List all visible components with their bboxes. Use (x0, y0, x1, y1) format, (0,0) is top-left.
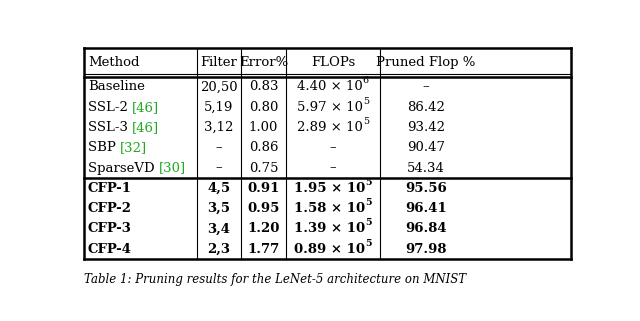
Text: 5.97 × 10: 5.97 × 10 (297, 101, 363, 114)
Text: 90.47: 90.47 (407, 141, 445, 154)
Text: SSL-3: SSL-3 (88, 121, 132, 134)
Text: 1.77: 1.77 (248, 243, 280, 256)
Text: 96.84: 96.84 (405, 222, 447, 235)
Text: [46]: [46] (132, 101, 159, 114)
Text: 3,4: 3,4 (207, 222, 230, 235)
Text: 0.80: 0.80 (249, 101, 278, 114)
Text: SSL-2: SSL-2 (88, 101, 132, 114)
Text: SBP: SBP (88, 141, 120, 154)
Text: 1.00: 1.00 (249, 121, 278, 134)
Text: Baseline: Baseline (88, 81, 145, 93)
Text: 96.41: 96.41 (405, 202, 447, 215)
Text: –: – (216, 161, 222, 175)
Text: 93.42: 93.42 (407, 121, 445, 134)
Text: Pruned Flop %: Pruned Flop % (376, 56, 476, 69)
Text: 5: 5 (365, 218, 372, 227)
Text: –: – (330, 141, 336, 154)
Text: 86.42: 86.42 (407, 101, 445, 114)
Text: Filter: Filter (200, 56, 237, 69)
Text: CFP-4: CFP-4 (88, 243, 132, 256)
Text: 5: 5 (365, 178, 372, 187)
Text: FLOPs: FLOPs (311, 56, 355, 69)
Text: 5: 5 (363, 97, 369, 106)
Text: 4.40 × 10: 4.40 × 10 (297, 81, 363, 93)
Text: CFP-2: CFP-2 (88, 202, 132, 215)
Text: 0.89 × 10: 0.89 × 10 (294, 243, 365, 256)
Text: 5: 5 (363, 117, 369, 126)
Text: SparseVD: SparseVD (88, 161, 159, 175)
Text: –: – (422, 81, 429, 93)
Text: 1.95 × 10: 1.95 × 10 (294, 182, 365, 195)
Text: Table 1: Pruning results for the LeNet-5 architecture on MNIST: Table 1: Pruning results for the LeNet-5… (84, 273, 466, 286)
Text: [32]: [32] (120, 141, 147, 154)
Text: –: – (330, 161, 336, 175)
Text: [30]: [30] (159, 161, 186, 175)
Text: 97.98: 97.98 (405, 243, 447, 256)
Text: 2.89 × 10: 2.89 × 10 (297, 121, 363, 134)
Text: 5,19: 5,19 (204, 101, 234, 114)
Text: –: – (216, 141, 222, 154)
Text: 1.39 × 10: 1.39 × 10 (294, 222, 365, 235)
Text: 2,3: 2,3 (207, 243, 230, 256)
Text: 0.75: 0.75 (249, 161, 278, 175)
Text: CFP-3: CFP-3 (88, 222, 132, 235)
Text: 20,50: 20,50 (200, 81, 237, 93)
Text: Method: Method (88, 56, 140, 69)
Text: 5: 5 (365, 198, 372, 207)
Text: CFP-1: CFP-1 (88, 182, 132, 195)
Text: 0.83: 0.83 (249, 81, 278, 93)
Text: 3,12: 3,12 (204, 121, 234, 134)
Text: 6: 6 (363, 76, 369, 85)
Text: 1.58 × 10: 1.58 × 10 (294, 202, 365, 215)
Text: 0.91: 0.91 (247, 182, 280, 195)
Text: 95.56: 95.56 (405, 182, 447, 195)
Text: 0.86: 0.86 (249, 141, 278, 154)
Text: Error%: Error% (239, 56, 288, 69)
Text: 0.95: 0.95 (247, 202, 280, 215)
Text: 54.34: 54.34 (407, 161, 445, 175)
Text: 4,5: 4,5 (207, 182, 230, 195)
Text: 3,5: 3,5 (207, 202, 230, 215)
Text: [46]: [46] (132, 121, 159, 134)
Text: 1.20: 1.20 (247, 222, 280, 235)
Text: 5: 5 (365, 239, 372, 247)
